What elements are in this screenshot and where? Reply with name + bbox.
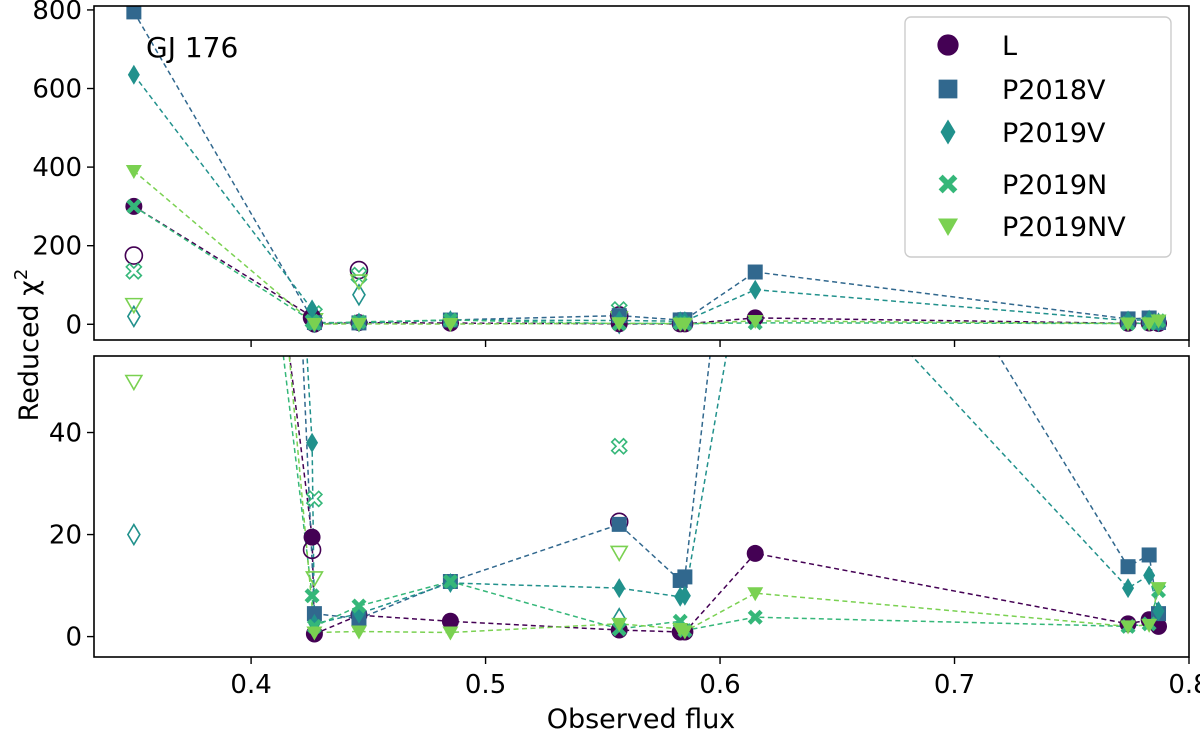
open-point-p2019v-top [126,304,141,328]
data-point-l-bottom [441,612,459,630]
y-axis-label: Reduced χ2 [11,269,45,422]
data-point-p2019nv-top [611,317,628,332]
legend: L P2018V P2019V P2019N P2019NV [904,16,1172,258]
open-point-p2019nv-bottom [609,545,629,563]
data-point-p2019nv-top [1120,317,1137,332]
bottom-y-tick-label: 20 [49,521,82,551]
top-y-tick-label: 600 [32,75,82,105]
data-point-p2019nv-top [676,317,693,332]
data-point-p2019nv-bottom [1120,620,1137,635]
top-y-tick-label: 200 [32,232,82,262]
open-point-p2019nv-top [349,274,369,291]
x-tick-label: 0.8 [1168,670,1200,700]
data-point-p2019v-bottom [1122,578,1135,599]
x-axis-label: Observed flux [547,704,736,735]
open-point-p2019nv-bottom [124,374,144,392]
top-panel-frame [93,5,1190,341]
data-point-p2019v-top [127,64,140,85]
legend-marker-p2019nv [938,218,958,236]
x-tick-label: 0.4 [230,670,271,700]
open-point-p2019v-bottom [126,523,141,547]
bottom-panel: 0 20 40 0.4 0.5 0.6 0.7 0.8 [49,355,1200,700]
y-axis-label-base: Reduced χ [14,280,45,421]
data-point-p2019nv-top [747,314,764,329]
open-point-p2019nv-bottom [305,571,324,588]
legend-label-p2019nv: P2019NV [1002,212,1126,243]
data-point-p2018v-top [126,6,142,20]
data-point-p2019nv-top [442,317,459,332]
legend-box [904,16,1172,258]
data-point-p2019v-top [749,279,762,300]
x-tick-label: 0.7 [934,670,975,700]
data-point-p2019n-bottom [747,609,763,625]
data-point-p2019v-bottom [1143,565,1156,586]
data-point-p2019v-bottom [1152,601,1165,622]
data-point-p2019nv-bottom [306,626,323,641]
data-point-p2018v-bottom [1120,559,1136,575]
data-point-p2019n-bottom [351,598,367,614]
open-point-p2019n-bottom [305,490,324,508]
data-point-p2019nv-top [1150,314,1167,329]
bottom-panel-frame [93,355,1190,658]
data-point-p2019n-bottom [304,588,320,604]
bottom-plot-area [124,356,1168,643]
data-point-p2019nv-bottom [676,625,693,640]
bottom-y-tick-label: 0 [65,623,82,653]
top-y-tick-label: 0 [65,310,82,340]
bottom-panel-background [94,356,1189,657]
data-point-p2018v-top [747,264,763,280]
legend-label-p2018v: P2018V [1002,75,1106,106]
data-point-p2019nv-top [350,317,367,332]
bottom-y-tick-label: 40 [49,419,82,449]
open-point-p2019n-bottom [610,437,628,455]
legend-marker-p2018v [938,79,958,99]
data-point-p2019v-top [306,299,319,320]
data-point-p2019v-bottom [678,585,691,606]
legend-label-p2019n: P2019N [1002,170,1107,201]
legend-marker-p2019n [938,174,958,194]
data-point-p2019nv-bottom [611,617,628,632]
data-point-p2018v-bottom [1141,547,1157,563]
bottom-y-ticks: 0 20 40 [49,419,94,653]
top-x-ticks [250,340,1190,347]
legend-items: L P2018V P2019V P2019N P2019NV [937,31,1126,243]
data-point-p2019nv-top [1141,317,1158,332]
data-point-p2018v-bottom [611,516,627,532]
data-point-p2018v-bottom [306,606,322,622]
data-point-p2019nv-bottom [442,626,459,641]
top-y-tick-label: 800 [32,0,82,26]
legend-marker-p2019v [940,119,956,145]
data-point-p2019n-bottom [442,573,458,589]
open-point-p2019nv-top [124,297,144,315]
x-tick-label: 0.5 [465,670,506,700]
x-tick-label: 0.6 [699,670,740,700]
data-point-p2019nv-top [306,317,323,332]
legend-label-l: L [1002,31,1017,62]
open-point-p2019v-top [352,283,366,307]
data-point-p2018v-bottom [677,569,693,585]
data-point-p2019v-bottom [306,432,319,453]
data-point-l-bottom [746,544,764,562]
open-point-p2019n-top [125,262,143,280]
data-point-p2019nv-bottom [747,587,764,602]
open-point-l-top [124,246,144,265]
top-y-ticks: 0 200 400 600 800 [32,0,94,340]
data-point-p2019nv-bottom [1141,618,1158,633]
top-plot-area [124,6,1168,335]
annotation-label: GJ 176 [146,31,238,64]
data-point-p2019n-top [126,198,142,214]
data-point-p2019v-bottom [613,578,626,599]
legend-label-p2019v: P2019V [1002,118,1106,149]
legend-marker-l [937,34,959,56]
bottom-x-ticks: 0.4 0.5 0.6 0.7 0.8 [230,657,1200,700]
data-point-p2019nv-bottom [350,625,367,640]
top-y-tick-label: 400 [32,153,82,183]
y-axis-label-superscript: 2 [11,269,32,280]
data-point-p2019nv-top [125,165,142,180]
data-point-l-bottom [303,528,321,546]
data-point-p2019nv-bottom [1150,582,1167,597]
